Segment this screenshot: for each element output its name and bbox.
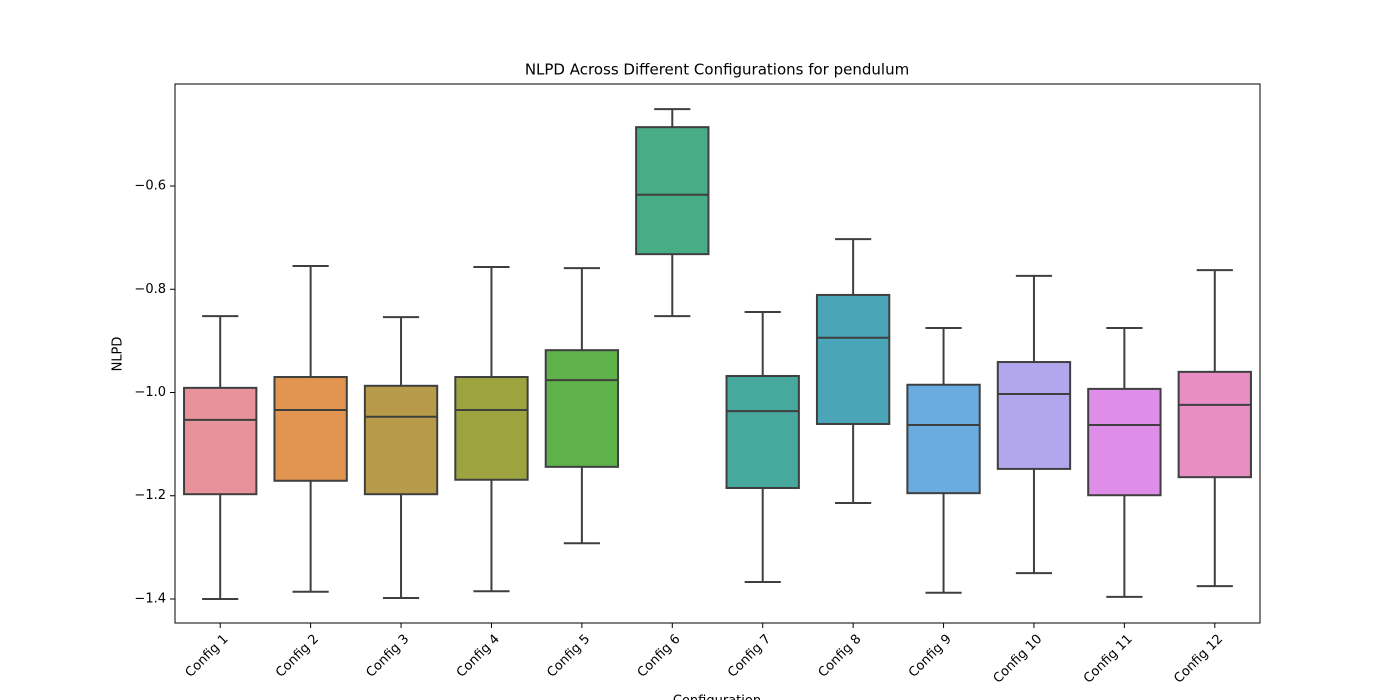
box [544, 349, 620, 468]
box [454, 376, 529, 481]
box [273, 376, 348, 482]
box [363, 384, 439, 496]
box [996, 361, 1072, 470]
plot-frame [174, 83, 1261, 624]
y-tick-label: −1.0 [134, 385, 166, 400]
box [815, 293, 891, 425]
box [1177, 370, 1252, 479]
box [1087, 387, 1162, 497]
box [906, 383, 981, 495]
y-tick-label: −0.8 [134, 282, 166, 297]
y-tick-label: −1.4 [134, 591, 166, 606]
chart-title: NLPD Across Different Configurations for… [525, 61, 909, 79]
box [725, 374, 800, 490]
box [183, 386, 258, 496]
y-tick-label: −1.2 [134, 488, 166, 503]
box [635, 126, 710, 256]
y-tick-label: −0.6 [134, 179, 166, 194]
y-axis-label: NLPD [111, 337, 126, 372]
x-axis-label: Configuration [673, 694, 761, 700]
